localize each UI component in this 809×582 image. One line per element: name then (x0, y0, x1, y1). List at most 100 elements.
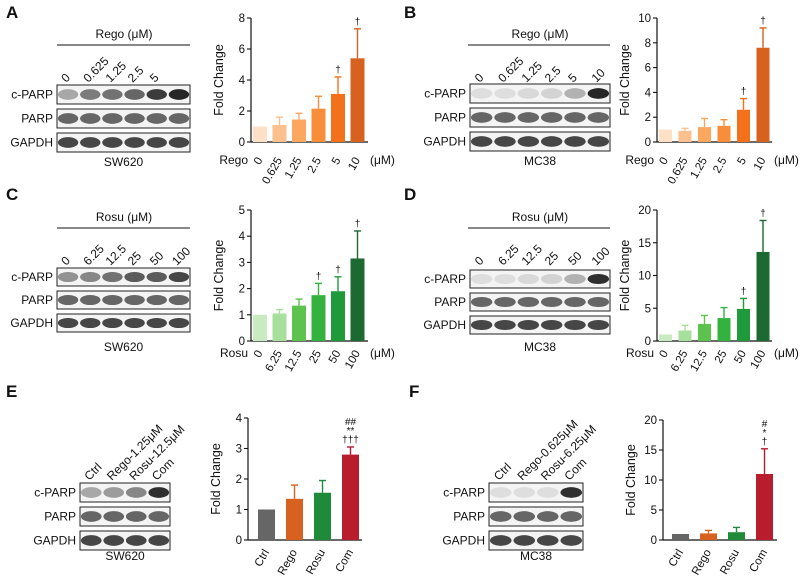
x-tick-label: 2.5 (711, 156, 729, 176)
significance-mark: ††† (342, 435, 359, 446)
band (489, 487, 512, 498)
bar (292, 305, 306, 341)
x-tick-label: 10 (752, 156, 769, 173)
bar (717, 318, 731, 341)
blot-title: Rosu (μM) (512, 210, 568, 224)
y-tick-label: 10 (644, 475, 657, 487)
x-axis-prefix: Rosu (220, 346, 248, 360)
band-label-parp: PARP (44, 510, 76, 524)
lane-label: 12.5 (519, 241, 546, 268)
significance-mark: # (762, 419, 768, 430)
y-tick-label: 5 (239, 205, 245, 217)
x-tick-label: Rosu (304, 548, 328, 577)
lane-label: 10 (589, 66, 609, 86)
band-label-c-parp: c-PARP (34, 486, 76, 500)
significance-mark: * (763, 428, 767, 439)
blot-strip (79, 530, 171, 551)
x-tick-label: 25 (713, 349, 730, 366)
panel-label: C (6, 185, 18, 204)
band (57, 113, 79, 124)
panel-label: A (6, 3, 18, 22)
y-tick-label: 0 (645, 137, 651, 149)
x-axis-unit: (μM) (774, 346, 799, 360)
band (146, 294, 167, 306)
band (168, 89, 190, 100)
band (103, 535, 125, 546)
band (125, 487, 147, 498)
bar (728, 532, 745, 540)
band (517, 88, 540, 99)
band (564, 296, 586, 308)
x-tick-label: 0 (658, 349, 672, 361)
band (470, 88, 493, 99)
significance-mark: † (335, 65, 341, 76)
band (536, 487, 559, 498)
band (564, 88, 586, 99)
y-tick-label: 10 (638, 271, 651, 283)
band (102, 89, 123, 100)
band (57, 271, 79, 283)
lane-label: 0.625 (495, 54, 526, 85)
band (102, 137, 123, 148)
x-tick-label: 0 (252, 156, 266, 168)
x-axis-prefix: Rego (219, 153, 248, 167)
band (470, 112, 493, 123)
x-tick-label: 1.25 (283, 156, 305, 181)
band (517, 319, 540, 331)
band (517, 296, 540, 308)
lane-label: 0 (58, 70, 73, 85)
bar (756, 474, 773, 540)
x-tick-label: 12.5 (283, 349, 305, 374)
y-axis-label: Fold Change (212, 44, 226, 116)
panel-label: E (6, 382, 17, 401)
x-tick-label: 0.625 (260, 156, 285, 187)
y-axis-label: Fold Change (209, 443, 223, 515)
y-axis-label: Fold Change (624, 444, 638, 516)
lane-label: Ctrl (81, 460, 104, 483)
band (124, 317, 145, 329)
x-tick-label: Com (334, 548, 357, 575)
band (80, 487, 102, 498)
band (494, 112, 516, 123)
band (560, 535, 583, 546)
cell-line-caption: MC38 (524, 340, 556, 354)
y-tick-label: 2 (239, 106, 245, 118)
y-tick-label: 6 (645, 63, 651, 75)
panel-label: D (404, 185, 416, 204)
blot-strip (488, 530, 584, 551)
band-label-parp: PARP (21, 293, 53, 307)
x-tick-label: Rego (690, 548, 714, 578)
band-label-gapdh: GAPDH (33, 534, 76, 548)
band (540, 88, 563, 99)
band (540, 273, 563, 285)
y-tick-label: 15 (638, 238, 651, 250)
band (124, 137, 145, 148)
bar (314, 492, 331, 540)
lane-label: 50 (147, 249, 167, 269)
y-tick-label: 15 (644, 445, 657, 457)
cell-line-caption: MC38 (520, 549, 552, 563)
band (540, 136, 563, 147)
y-tick-label: 8 (239, 13, 245, 25)
band (540, 319, 563, 331)
band (124, 89, 145, 100)
bar (698, 323, 711, 341)
significance-mark: † (760, 208, 766, 219)
x-tick-label: 10 (346, 156, 363, 173)
bar (678, 330, 692, 341)
band (124, 294, 145, 306)
band (470, 273, 493, 285)
blot-strip (469, 83, 611, 104)
blot-strip (488, 506, 584, 527)
band (540, 296, 563, 308)
band (168, 271, 190, 283)
x-axis-unit: (μM) (774, 153, 799, 167)
x-tick-label: 5 (330, 156, 344, 168)
bar (286, 498, 303, 540)
y-tick-label: 20 (644, 415, 657, 427)
x-axis-unit: (μM) (370, 346, 395, 360)
band-label-parp: PARP (453, 510, 485, 524)
